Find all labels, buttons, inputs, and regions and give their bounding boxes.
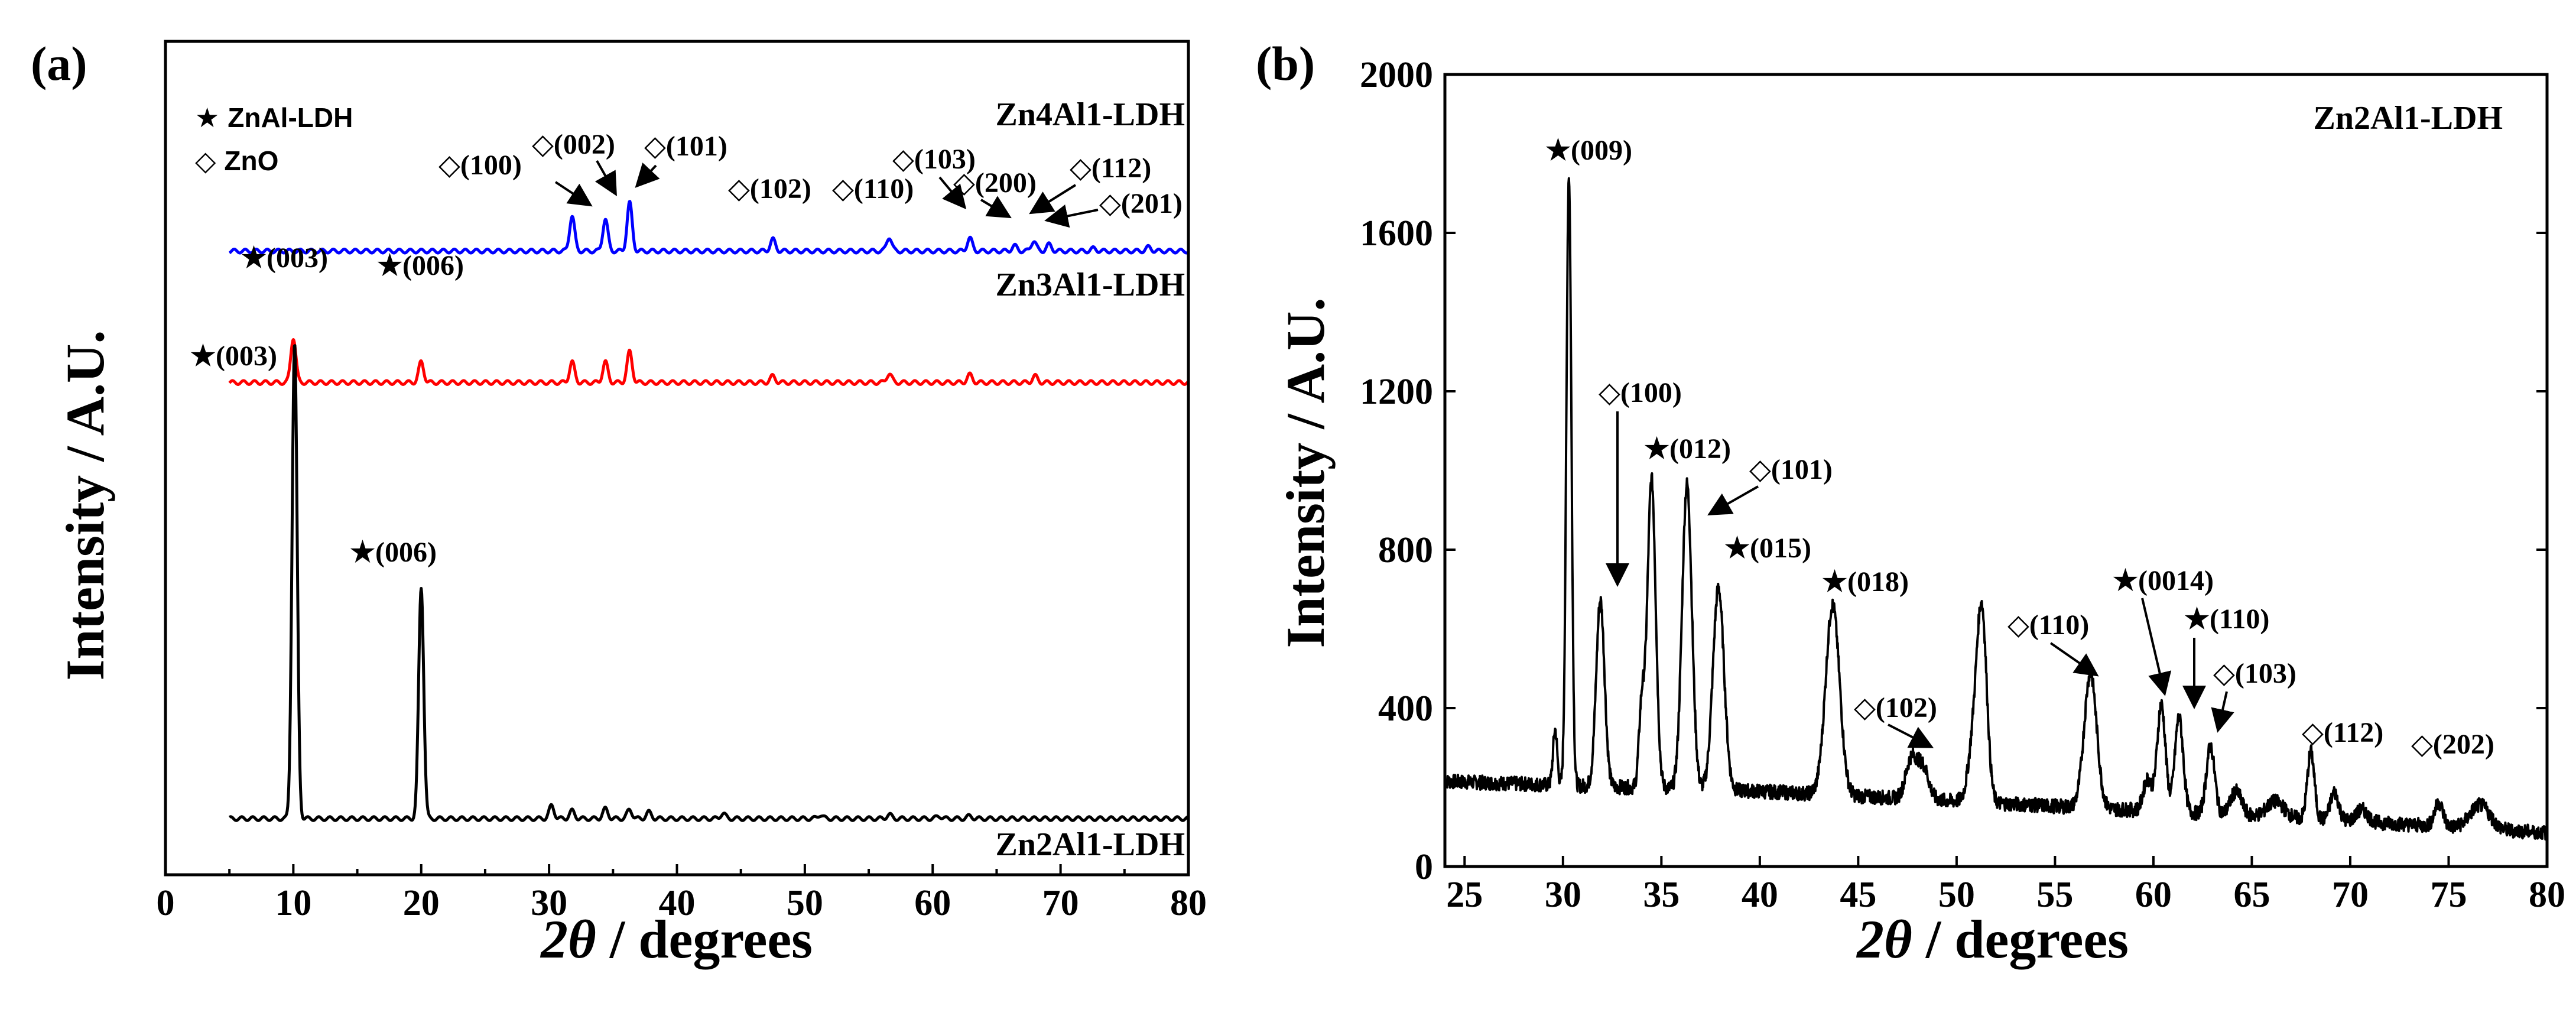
- legend-zno: ◇ ZnO: [195, 145, 278, 176]
- x-tick-label: 35: [1643, 875, 1680, 915]
- annotation-arrow: [635, 162, 660, 188]
- panel-b-y-axis-title: Intensity / A.U.: [1275, 298, 1336, 648]
- peak-label: ◇(110): [2007, 609, 2089, 641]
- panel-b-title: Zn2Al1-LDH: [2314, 100, 2503, 137]
- peak-label: ★(003): [241, 242, 328, 274]
- x-tick-label: 0: [157, 883, 175, 923]
- series-label-zn4al1: Zn4Al1-LDH: [996, 96, 1185, 133]
- peak-label: ★(012): [1644, 433, 1731, 465]
- y-tick-label: 800: [1378, 530, 1433, 570]
- peak-label: ◇(103): [892, 144, 976, 175]
- panel-a-label: (a): [31, 37, 87, 90]
- x-tick-label: 20: [403, 883, 440, 923]
- peak-label: ★(0014): [2113, 565, 2214, 596]
- x-tick-label: 40: [659, 883, 696, 923]
- peak-label: ◇(101): [644, 131, 727, 162]
- peak-label: ◇(200): [953, 167, 1037, 199]
- x-tick-label: 80: [1170, 883, 1207, 923]
- panel-a: (a) 0 10 20 30 40 50 60 70 80 2θ / degrees Inten…: [31, 37, 1207, 969]
- series-line-zn2al1-ldh: [228, 344, 1190, 822]
- x-tick-label: 45: [1840, 875, 1876, 915]
- peak-label: ◇(100): [1599, 377, 1682, 408]
- peak-label: ★(009): [1545, 135, 1632, 166]
- peak-label: ★(003): [190, 340, 277, 372]
- annotation-arrow: [2211, 691, 2234, 733]
- series-label-zn2al1: Zn2Al1-LDH: [996, 826, 1185, 863]
- annotation-arrow: [1029, 184, 1077, 215]
- x-tick-label: 75: [2430, 875, 2467, 915]
- peak-label: ◇(112): [2302, 717, 2383, 748]
- annotation-arrow: [938, 176, 967, 210]
- y-tick-label: 2000: [1360, 55, 1433, 95]
- peak-label: ◇(102): [728, 173, 811, 205]
- x-tick-label: 60: [2135, 875, 2172, 915]
- series-line-zn2al1-ldh: [1444, 177, 2548, 841]
- panel-b-label: (b): [1256, 37, 1315, 90]
- x-tick-label: 80: [2529, 875, 2565, 915]
- x-tick-label: 70: [2332, 875, 2369, 915]
- peak-label: ★(006): [377, 250, 464, 281]
- annotation-arrow: [1888, 723, 1934, 748]
- x-tick-label: 50: [1938, 875, 1975, 915]
- annotation-arrow: [980, 196, 1012, 219]
- panel-b: (b) 25 30 35 40 45 50 55 60 65 70 75 80 0 400 800 1200…: [1256, 37, 2565, 969]
- series-line-zn4al1-ldh: [228, 200, 1190, 255]
- x-tick-label: 25: [1446, 875, 1483, 915]
- legend-zn-al-ldh: ★ ZnAl-LDH: [195, 102, 353, 133]
- x-tick-label: 65: [2233, 875, 2270, 915]
- x-tick-label: 60: [914, 883, 951, 923]
- y-tick-label: 0: [1415, 847, 1433, 887]
- panel-b-annotations: ★(009) ◇(100) ★(012) ◇(101) ★(015) ★(018…: [1545, 135, 2494, 760]
- x-tick-label: 70: [1042, 883, 1079, 923]
- x-tick-label: 55: [2036, 875, 2073, 915]
- annotation-arrow: [554, 181, 593, 207]
- panel-a-frame: [164, 40, 1190, 877]
- panel-b-frame: [1443, 73, 2549, 868]
- y-tick-label: 400: [1378, 689, 1433, 729]
- panel-a-plot: [228, 200, 1190, 822]
- peak-label: ◇(002): [532, 129, 615, 160]
- annotation-arrow: [1044, 204, 1099, 228]
- panel-a-x-axis-title: 2θ / degrees: [540, 909, 813, 969]
- y-tick-label: 1200: [1360, 372, 1433, 412]
- peak-label: ◇(103): [2213, 658, 2296, 689]
- panel-a-y-axis-title: Intensity / A.U.: [55, 330, 115, 681]
- x-tick-label: 40: [1742, 875, 1778, 915]
- x-tick-label: 30: [531, 883, 567, 923]
- peak-label: ◇(101): [1749, 454, 1833, 485]
- annotation-arrow: [1707, 485, 1759, 515]
- annotation-arrow: [595, 160, 617, 196]
- series-line-zn3al1-ldh: [228, 338, 1190, 386]
- peak-label: ◇(112): [1070, 152, 1151, 184]
- y-tick-label: 1600: [1360, 213, 1433, 254]
- panel-a-x-ticks: 0 10 20 30 40 50 60 70 80: [157, 864, 1207, 923]
- peak-label: ★(006): [350, 537, 437, 568]
- series-label-zn3al1: Zn3Al1-LDH: [996, 267, 1185, 303]
- annotation-arrow: [2141, 598, 2172, 696]
- peak-label: ★(110): [2184, 603, 2269, 635]
- annotation-arrow: [2049, 642, 2099, 677]
- panel-b-y-ticks: 0 400 800 1200 1600 2000: [1360, 55, 2547, 887]
- panel-b-plot: [1444, 177, 2548, 841]
- x-tick-label: 30: [1545, 875, 1581, 915]
- panel-b-x-ticks: 25 30 35 40 45 50 55 60 65 70 75 80: [1446, 856, 2565, 915]
- peak-label: ◇(100): [438, 150, 522, 181]
- peak-label: ◇(102): [1854, 692, 1937, 723]
- peak-label: ◇(201): [1099, 188, 1183, 219]
- panel-b-x-axis-title: 2θ / degrees: [1856, 909, 2129, 969]
- peak-label: ★(015): [1724, 533, 1811, 564]
- panel-a-legend: ★ ZnAl-LDH ◇ ZnO: [195, 102, 353, 176]
- peak-label: ◇(110): [832, 173, 914, 205]
- x-tick-label: 10: [275, 883, 311, 923]
- x-tick-label: 50: [787, 883, 823, 923]
- peak-label: ◇(202): [2411, 729, 2494, 760]
- peak-label: ★(018): [1822, 566, 1909, 598]
- panel-a-annotations: ◇(100) ◇(002) ◇(101) ◇(102) ◇(110) ◇(103…: [190, 129, 1183, 568]
